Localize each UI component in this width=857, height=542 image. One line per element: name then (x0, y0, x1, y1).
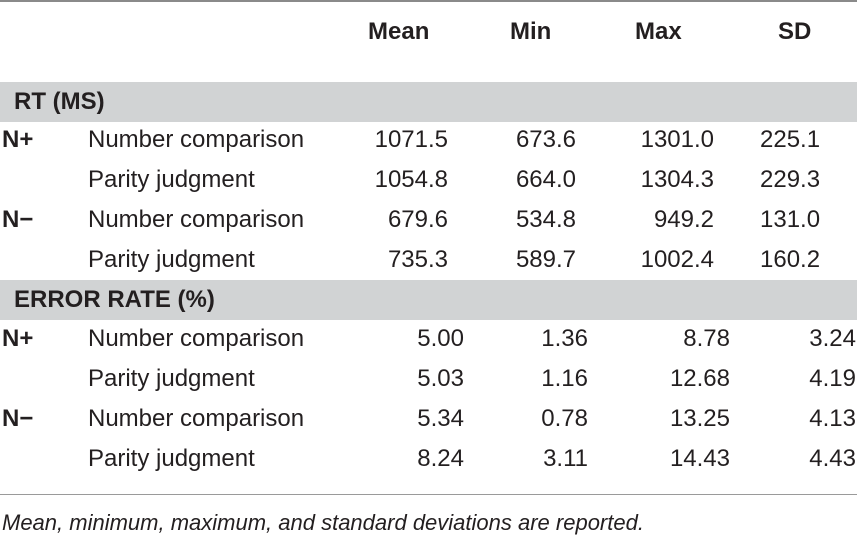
cell-min: 534.8 (515, 206, 576, 233)
section-title: ERROR RATE (%) (14, 286, 215, 313)
table-row: Parity judgment 5.03 1.16 12.68 4.19 (0, 359, 857, 399)
cell-sd: 131.0 (760, 206, 821, 233)
cell-min: 589.7 (515, 246, 576, 273)
col-header-min: Min (510, 18, 552, 45)
group-label: N+ (2, 325, 34, 352)
table-header: Mean Min Max SD (0, 12, 857, 52)
group-label: N− (2, 206, 34, 233)
cell-mean: 5.03 (417, 365, 464, 392)
cell-max: 13.25 (669, 405, 730, 432)
table-row: N+ Number comparison 1071.5 673.6 1301.0… (0, 120, 857, 160)
table-row: Parity judgment 735.3 589.7 1002.4 160.2 (0, 240, 857, 280)
cell-mean: 679.6 (387, 206, 448, 233)
cell-sd: 4.13 (809, 405, 856, 432)
table-row: Parity judgment 1054.8 664.0 1304.3 229.… (0, 160, 857, 200)
cell-sd: 160.2 (760, 246, 821, 273)
condition-label: Parity judgment (88, 445, 255, 472)
table-row: N+ Number comparison 5.00 1.36 8.78 3.24 (0, 319, 857, 359)
bottom-rule (0, 494, 857, 495)
table-row: N− Number comparison 679.6 534.8 949.2 1… (0, 200, 857, 240)
cell-min: 673.6 (515, 126, 576, 153)
cell-max: 1304.3 (640, 166, 714, 193)
cell-max: 12.68 (669, 365, 730, 392)
condition-label: Parity judgment (88, 166, 255, 193)
cell-mean: 8.24 (417, 445, 464, 472)
section-header-error-rate: ERROR RATE (%) (0, 280, 857, 320)
cell-mean: 1054.8 (374, 166, 448, 193)
table-caption: Mean, minimum, maximum, and standard dev… (2, 510, 644, 535)
cell-max: 1301.0 (640, 126, 714, 153)
col-header-mean: Mean (368, 18, 430, 45)
cell-mean: 5.34 (417, 405, 464, 432)
cell-mean: 5.00 (417, 325, 464, 352)
cell-min: 1.16 (541, 365, 588, 392)
condition-label: Parity judgment (88, 246, 255, 273)
col-header-max: Max (635, 18, 682, 45)
top-rule (0, 0, 857, 2)
table-row: Parity judgment 8.24 3.11 14.43 4.43 (0, 439, 857, 479)
cell-sd: 229.3 (760, 166, 821, 193)
cell-max: 1002.4 (640, 246, 714, 273)
cell-min: 664.0 (515, 166, 576, 193)
section-header-rt: RT (MS) (0, 82, 857, 122)
cell-sd: 3.24 (809, 325, 856, 352)
condition-label: Number comparison (88, 405, 305, 432)
condition-label: Number comparison (88, 126, 305, 153)
col-header-sd: SD (778, 18, 812, 45)
cell-max: 949.2 (653, 206, 714, 233)
section-title: RT (MS) (14, 88, 105, 115)
cell-min: 3.11 (543, 445, 588, 472)
cell-max: 14.43 (669, 445, 730, 472)
cell-max: 8.78 (683, 325, 730, 352)
table-row: N− Number comparison 5.34 0.78 13.25 4.1… (0, 399, 857, 439)
condition-label: Number comparison (88, 325, 305, 352)
condition-label: Number comparison (88, 206, 305, 233)
group-label: N+ (2, 126, 34, 153)
cell-sd: 225.1 (760, 126, 821, 153)
condition-label: Parity judgment (88, 365, 255, 392)
cell-min: 1.36 (541, 325, 588, 352)
cell-mean: 735.3 (387, 246, 448, 273)
cell-sd: 4.19 (809, 365, 856, 392)
cell-sd: 4.43 (809, 445, 856, 472)
cell-mean: 1071.5 (374, 126, 448, 153)
group-label: N− (2, 405, 34, 432)
cell-min: 0.78 (541, 405, 588, 432)
